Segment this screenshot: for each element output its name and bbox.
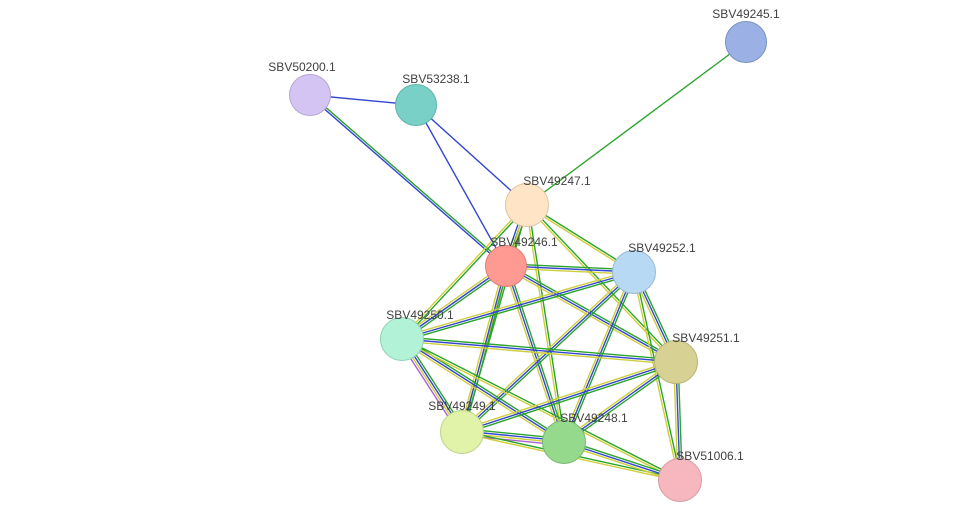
edge-line xyxy=(402,337,676,360)
edge-line xyxy=(462,266,506,432)
edge-line xyxy=(464,274,636,434)
edge-line xyxy=(504,267,562,443)
network-node[interactable] xyxy=(395,84,437,126)
edge-line xyxy=(564,272,634,442)
network-node[interactable] xyxy=(542,420,586,464)
edge-line xyxy=(461,205,526,432)
node-label: SBV49245.1 xyxy=(712,7,779,21)
network-node[interactable] xyxy=(654,340,698,384)
network-node[interactable] xyxy=(725,21,767,63)
network-node[interactable] xyxy=(440,410,484,454)
edge-line xyxy=(462,272,634,432)
network-node[interactable] xyxy=(612,250,656,294)
edge-line xyxy=(403,338,681,479)
edge-line xyxy=(464,267,508,433)
edge-line xyxy=(403,337,565,440)
edge-line xyxy=(528,205,565,442)
edge-line xyxy=(526,206,675,363)
network-node[interactable] xyxy=(485,245,527,287)
edge-line xyxy=(402,340,680,481)
edge-line xyxy=(460,265,504,431)
edge-line xyxy=(506,266,564,442)
network-node[interactable] xyxy=(380,317,424,361)
network-node[interactable] xyxy=(505,183,549,227)
edge-line xyxy=(461,360,675,430)
node-label: SBV50200.1 xyxy=(268,60,335,74)
network-node[interactable] xyxy=(289,74,331,116)
edge-line xyxy=(461,270,633,430)
edge-line xyxy=(416,105,506,266)
edge-line xyxy=(402,341,676,364)
edge-line xyxy=(527,42,746,205)
edge-line xyxy=(403,274,635,341)
edge-line xyxy=(566,273,636,443)
edge-line xyxy=(463,205,528,432)
edge-line xyxy=(402,339,676,362)
network-canvas: SBV49245.1SBV50200.1SBV53238.1SBV49247.1… xyxy=(0,0,976,522)
edge-line xyxy=(508,265,566,441)
edge-line xyxy=(562,271,632,441)
edge-line xyxy=(526,205,563,442)
network-node[interactable] xyxy=(658,458,702,502)
edge-line xyxy=(528,204,677,361)
